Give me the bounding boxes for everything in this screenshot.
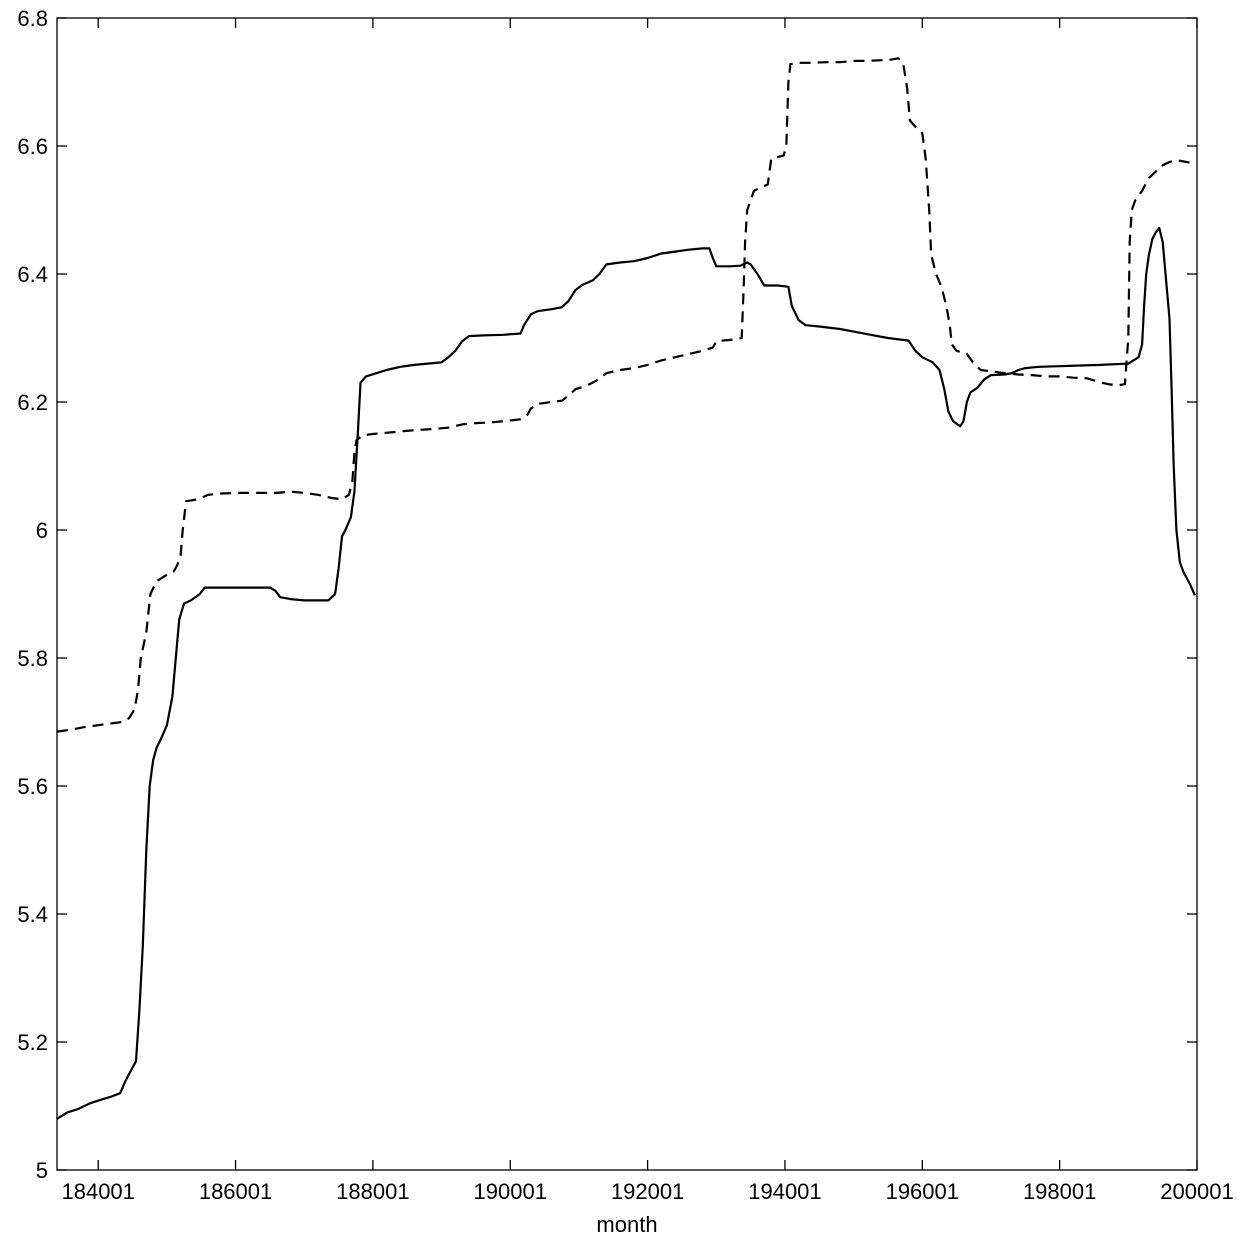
y-tick-label: 6.4: [17, 262, 48, 287]
y-tick-label: 6.2: [17, 390, 48, 415]
tick-layer: [57, 17, 1198, 1171]
x-tick-label: 200001: [1160, 1179, 1233, 1204]
y-tick-label: 5.4: [17, 902, 48, 927]
y-tick-label: 5.8: [17, 646, 48, 671]
y-tick-label: 6.6: [17, 134, 48, 159]
x-tick-labels: 184001 186001 188001 190001 192001 194001 1960…: [61, 1179, 1233, 1204]
x-tick-label: 184001: [61, 1179, 134, 1204]
x-tick-label: 186001: [199, 1179, 272, 1204]
x-tick-label: 190001: [474, 1179, 547, 1204]
series-line-solid: [56, 226, 1196, 1120]
y-tick-label: 6.8: [17, 6, 48, 31]
y-tick-label: 5: [36, 1158, 48, 1183]
series-layer: [56, 57, 1196, 1120]
y-tick-label: 5.2: [17, 1030, 48, 1055]
x-tick-label: 194001: [748, 1179, 821, 1204]
plot-frame: [56, 17, 1198, 1171]
y-tick-labels: 5 5.2 5.4 5.6 5.8 6 6.2 6.4 6.6 6.8: [17, 6, 48, 1183]
x-tick-label: 198001: [1023, 1179, 1096, 1204]
x-tick-label: 188001: [336, 1179, 409, 1204]
y-tick-label: 6: [36, 518, 48, 543]
x-axis-label: month: [596, 1212, 657, 1237]
x-tick-label: 196001: [886, 1179, 959, 1204]
series-line-dashed: [56, 57, 1196, 733]
x-tick-label: 192001: [611, 1179, 684, 1204]
y-tick-label: 5.6: [17, 774, 48, 799]
